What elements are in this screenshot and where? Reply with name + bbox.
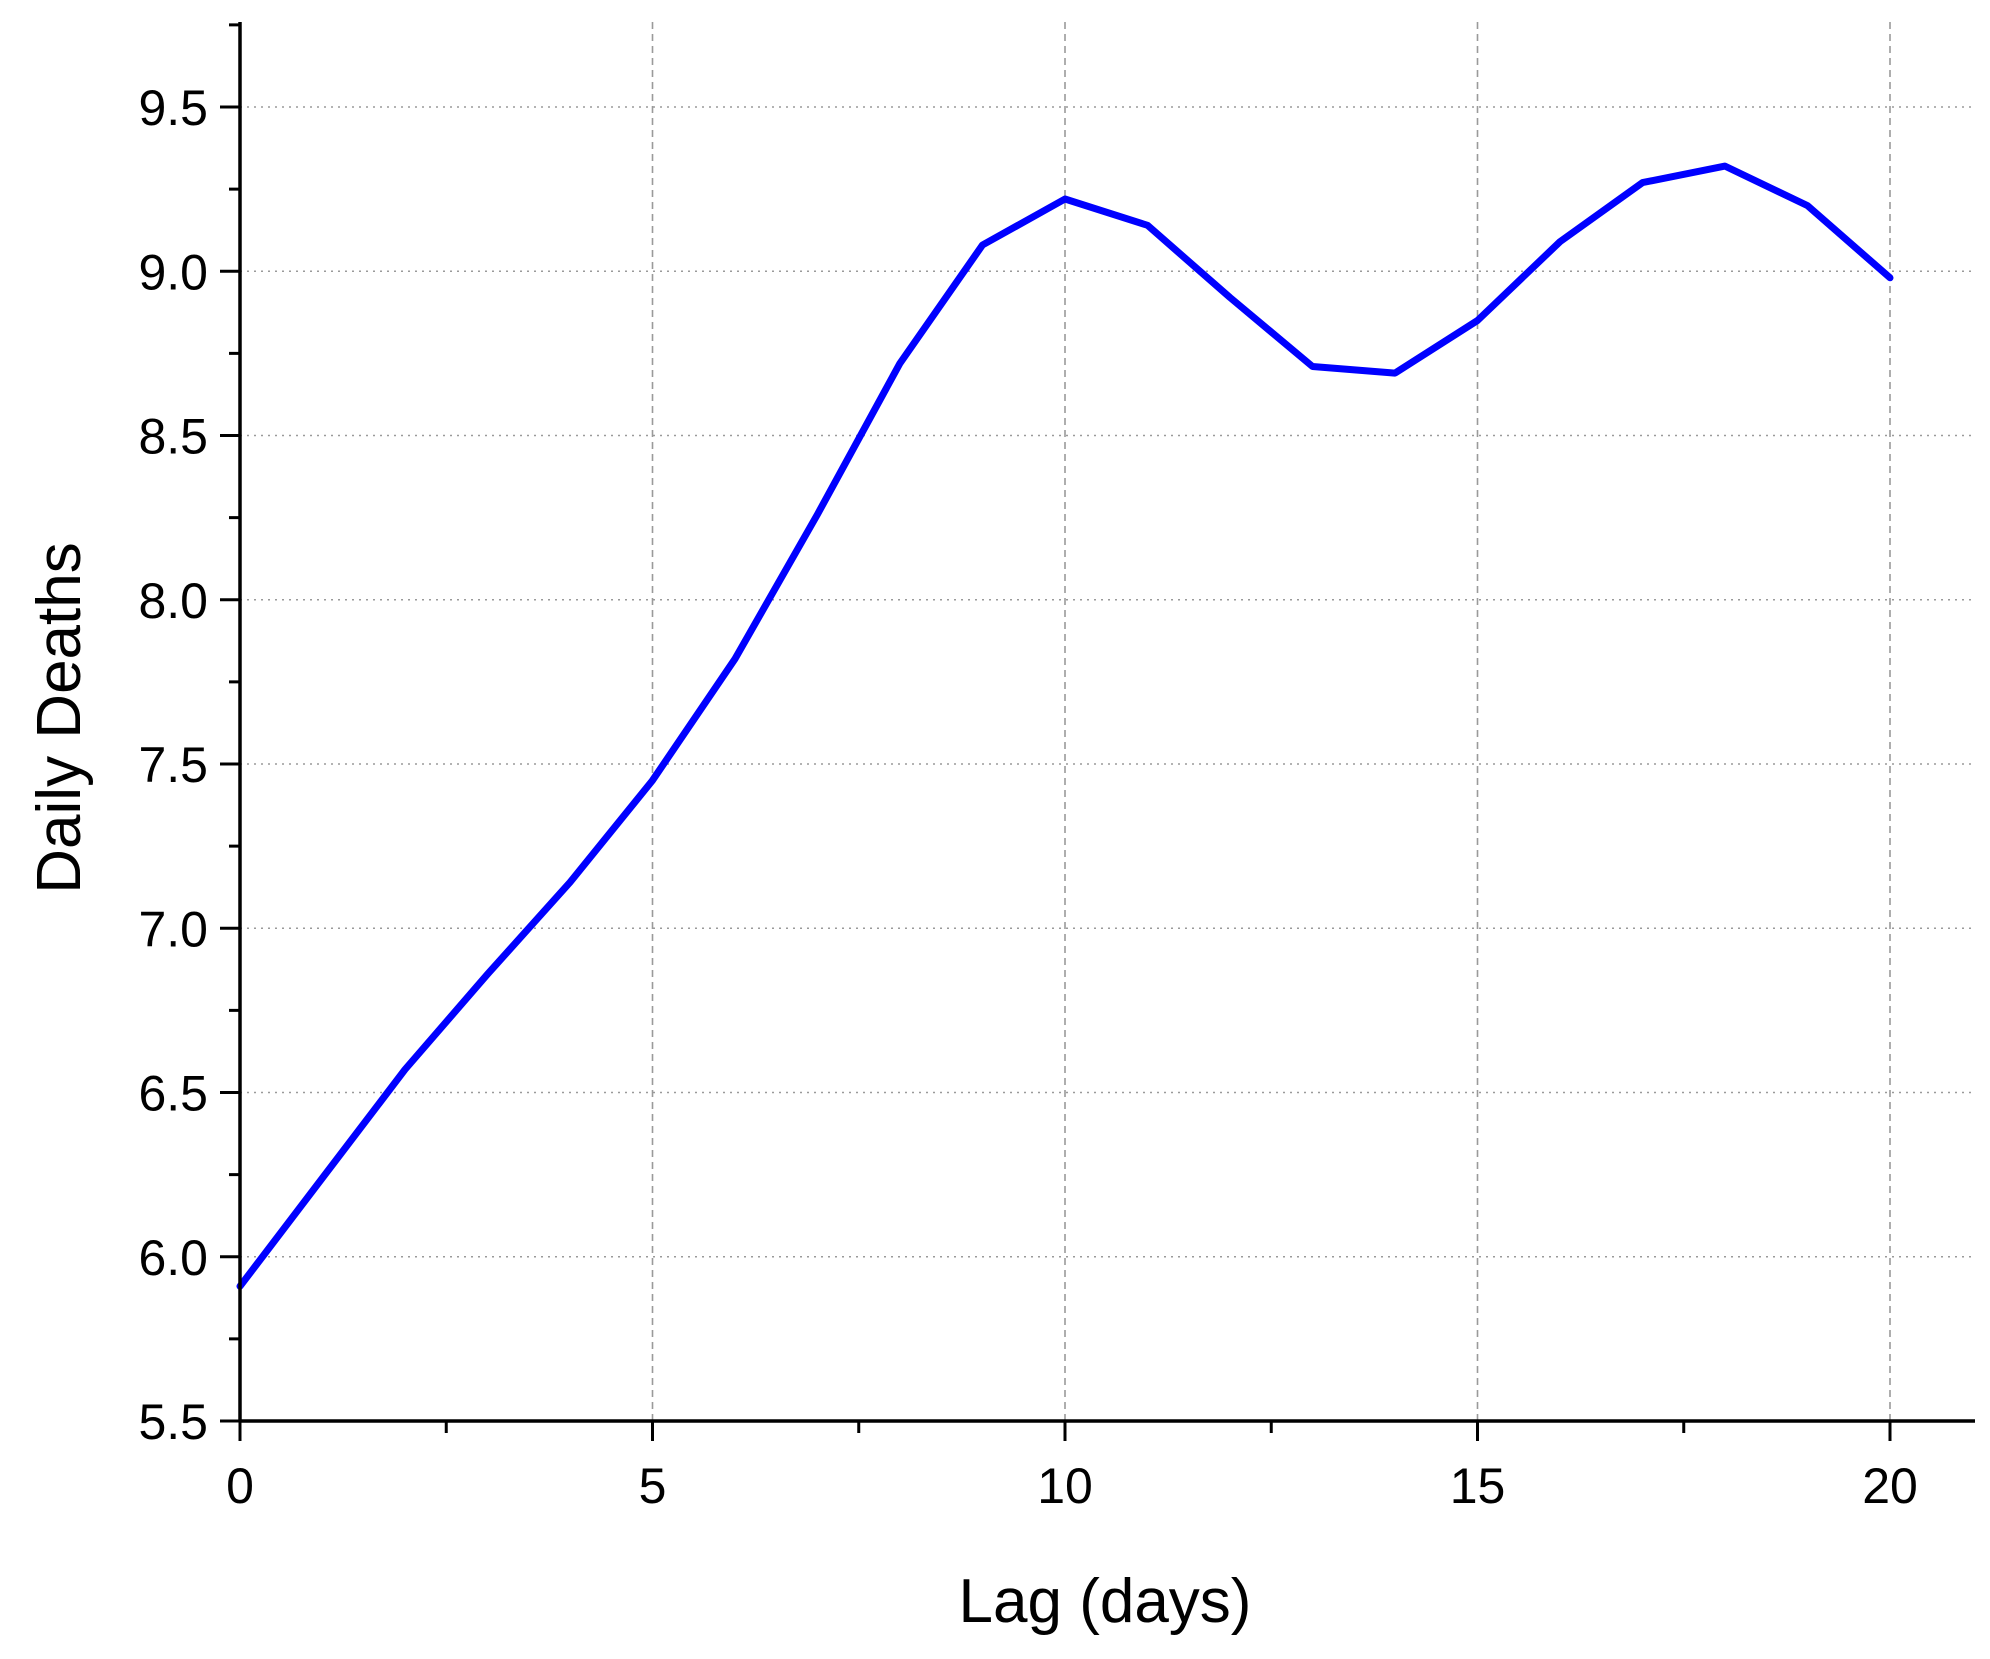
y-tick-label: 8.0 (138, 573, 208, 629)
y-tick-label: 9.5 (138, 80, 208, 136)
grid-lines (240, 22, 1975, 1421)
x-axis-title: Lag (days) (959, 1567, 1252, 1636)
y-tick-label: 5.5 (138, 1394, 208, 1450)
x-tick-label: 20 (1862, 1458, 1918, 1514)
y-tick-label: 9.0 (138, 244, 208, 300)
x-tick-label: 10 (1037, 1458, 1093, 1514)
y-tick-label: 6.5 (138, 1066, 208, 1122)
series-line (236, 162, 1894, 1290)
y-tick-label: 6.0 (138, 1230, 208, 1286)
axes (220, 22, 1975, 1441)
x-tick-label: 5 (639, 1458, 667, 1514)
y-axis-title: Daily Deaths (25, 542, 94, 893)
y-tick-label: 7.5 (138, 737, 208, 793)
y-tick-label: 7.0 (138, 901, 208, 957)
series-layer (236, 162, 1894, 1290)
x-tick-label: 15 (1450, 1458, 1506, 1514)
tick-labels: 5.5 6.0 6.5 7.0 7.5 8.0 8.5 9.0 9.5 0 5 10 15 20 (138, 80, 1917, 1514)
x-tick-label: 0 (226, 1458, 254, 1514)
y-tick-label: 8.5 (138, 409, 208, 465)
